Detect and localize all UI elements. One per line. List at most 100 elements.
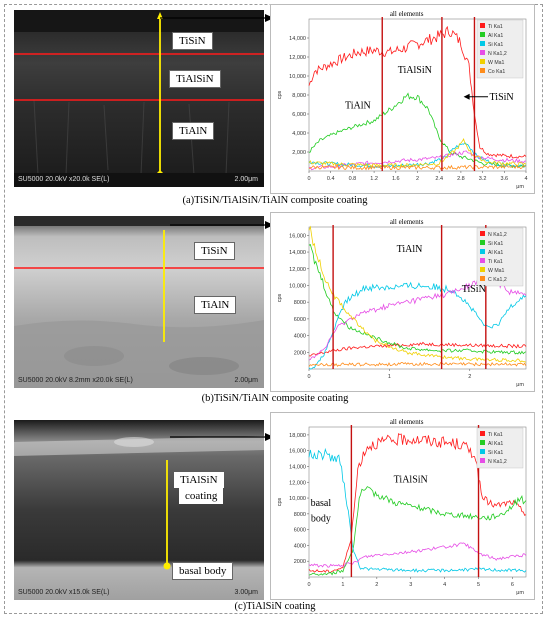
legend-entry: Al Ka1: [488, 441, 503, 447]
pointer-arrow: [170, 221, 274, 229]
legend-swatch: [480, 68, 485, 73]
y-tick-label: 8,000: [292, 93, 306, 99]
legend-entry: Ti Ka1: [488, 259, 503, 265]
legend-swatch: [480, 258, 485, 263]
legend-swatch: [480, 431, 485, 436]
x-tick-label: 1.2: [370, 176, 378, 182]
plot-area: [308, 226, 527, 370]
region-annotation: TiSiN: [490, 92, 514, 103]
legend-entry: Al Ka1: [488, 33, 503, 39]
x-tick-label: 2: [416, 176, 419, 182]
y-tick-label: 16,000: [289, 233, 306, 239]
legend-swatch: [480, 249, 485, 254]
sem-footer: SU5000 20.0kV x15.0k SE(L) 3.00μm: [14, 586, 264, 600]
pointer-arrow: [170, 433, 274, 441]
y-tick-label: 2,000: [292, 150, 306, 156]
sem-footer: SU5000 20.0kV x20.0k SE(L) 2.00μm: [14, 173, 264, 187]
annotation-arrowhead: [463, 93, 470, 100]
legend-entry: Co Ka1: [488, 69, 505, 75]
y-tick-label: 4000: [294, 334, 306, 340]
y-axis-label: cps: [277, 497, 283, 506]
y-tick-label: 6000: [294, 528, 306, 534]
layer-label: TiSiN: [172, 32, 213, 50]
y-tick-label: 2000: [294, 559, 306, 565]
series-line: [308, 341, 527, 357]
sem-image-b: SU5000 20.0kV 8.2mm x20.0k SE(L) 2.00μm …: [14, 216, 264, 388]
y-tick-label: 4000: [294, 543, 306, 549]
layer-label: TiAlSiN: [169, 70, 221, 88]
x-axis-label: μm: [516, 590, 524, 596]
x-tick-label: 2: [375, 582, 378, 588]
eds-chart-c: 2000 4000 6000 8000 10,000 12,000 14,000 16,000…: [270, 412, 535, 600]
y-tick-label: 12,000: [289, 480, 306, 486]
layer-label: TiAlSiN: [174, 472, 224, 488]
eds-chart-b: 2000 4000 6000 8000 10,000 12,000 14,000 16,000…: [270, 212, 535, 392]
layer-label: TiAlN: [172, 122, 215, 140]
scale-bar-label: 2.00μm: [234, 377, 259, 384]
sem-image-c: SU5000 20.0kV x15.0k SE(L) 3.00μm TiAlSi…: [14, 420, 264, 600]
region-annotation: body: [311, 514, 331, 525]
legend-swatch: [480, 59, 485, 64]
y-tick-label: 6000: [294, 317, 306, 323]
plot-area: [308, 426, 527, 578]
sem-info: SU5000 20.0kV x15.0k SE(L): [18, 589, 110, 596]
y-axis-label: cps: [277, 90, 283, 99]
pointer-arrow: [160, 14, 274, 22]
legend-entry: Ti Ka1: [488, 432, 503, 438]
legend-entry: Ti Ka1: [488, 24, 503, 30]
legend-entry: N Ka1,2: [488, 51, 507, 57]
x-tick-label: 2.4: [435, 176, 443, 182]
panel-a: SU5000 20.0kV x20.0k SE(L) 2.00μm TiSiN …: [0, 0, 550, 210]
series-line: [308, 150, 527, 171]
y-tick-label: 2000: [294, 350, 306, 356]
chart-title: all elements: [390, 418, 424, 426]
y-tick-label: 10,000: [289, 283, 306, 289]
caption-a: (a)TiSiN/TiAlSiN/TiAlN composite coating: [182, 195, 368, 206]
series-line: [308, 486, 527, 576]
legend-entry: Si Ka1: [488, 241, 503, 247]
y-tick-label: 14,000: [289, 36, 306, 42]
legend-swatch: [480, 458, 485, 463]
sem-image-a: SU5000 20.0kV x20.0k SE(L) 2.00μm TiSiN …: [14, 10, 264, 187]
layer-label: TiSiN: [194, 242, 235, 260]
y-tick-label: 8000: [294, 512, 306, 518]
x-tick-label: 2.8: [457, 176, 465, 182]
region-annotation: TiAlSiN: [394, 474, 428, 485]
y-tick-label: 8000: [294, 300, 306, 306]
x-tick-label: 0.8: [349, 176, 357, 182]
layer-label: TiAlN: [194, 296, 237, 314]
y-tick-label: 10,000: [289, 74, 306, 80]
legend-entry: N Ka1,2: [488, 232, 507, 238]
eds-chart-a: 2,000 4,000 6,000 8,000 10,000 12,000 14,000 0 0…: [270, 4, 535, 194]
y-tick-label: 16,000: [289, 449, 306, 455]
x-tick-label: 0: [307, 582, 310, 588]
series-line: [308, 361, 527, 367]
panel-b: SU5000 20.0kV 8.2mm x20.0k SE(L) 2.00μm …: [0, 210, 550, 410]
sem-footer: SU5000 20.0kV 8.2mm x20.0k SE(L) 2.00μm: [14, 374, 264, 388]
chart-title: all elements: [390, 218, 424, 226]
legend-entry: W Ma1: [488, 60, 505, 66]
series-line: [308, 92, 527, 169]
chart-title: all elements: [390, 10, 424, 18]
panel-c: SU5000 20.0kV x15.0k SE(L) 3.00μm TiAlSi…: [0, 410, 550, 620]
legend-swatch: [480, 41, 485, 46]
legend-swatch: [480, 449, 485, 454]
x-tick-label: 2: [468, 374, 471, 380]
layer-label: coating: [179, 488, 224, 504]
y-tick-label: 18,000: [289, 433, 306, 439]
series-line: [308, 542, 527, 568]
legend-swatch: [480, 231, 485, 236]
legend-entry: N Ka1,2: [488, 459, 507, 465]
series-line: [308, 243, 527, 355]
sem-info: SU5000 20.0kV 8.2mm x20.0k SE(L): [18, 377, 133, 384]
x-tick-label: 0: [307, 176, 310, 182]
x-tick-label: 5: [477, 582, 480, 588]
legend-entry: C Ka1,2: [488, 277, 507, 283]
legend-swatch: [480, 50, 485, 55]
layer-label: basal body: [172, 562, 234, 580]
legend-swatch: [480, 23, 485, 28]
legend-swatch: [480, 440, 485, 445]
x-tick-label: 4: [443, 582, 446, 588]
x-tick-label: 0: [307, 374, 310, 380]
legend-swatch: [480, 267, 485, 272]
